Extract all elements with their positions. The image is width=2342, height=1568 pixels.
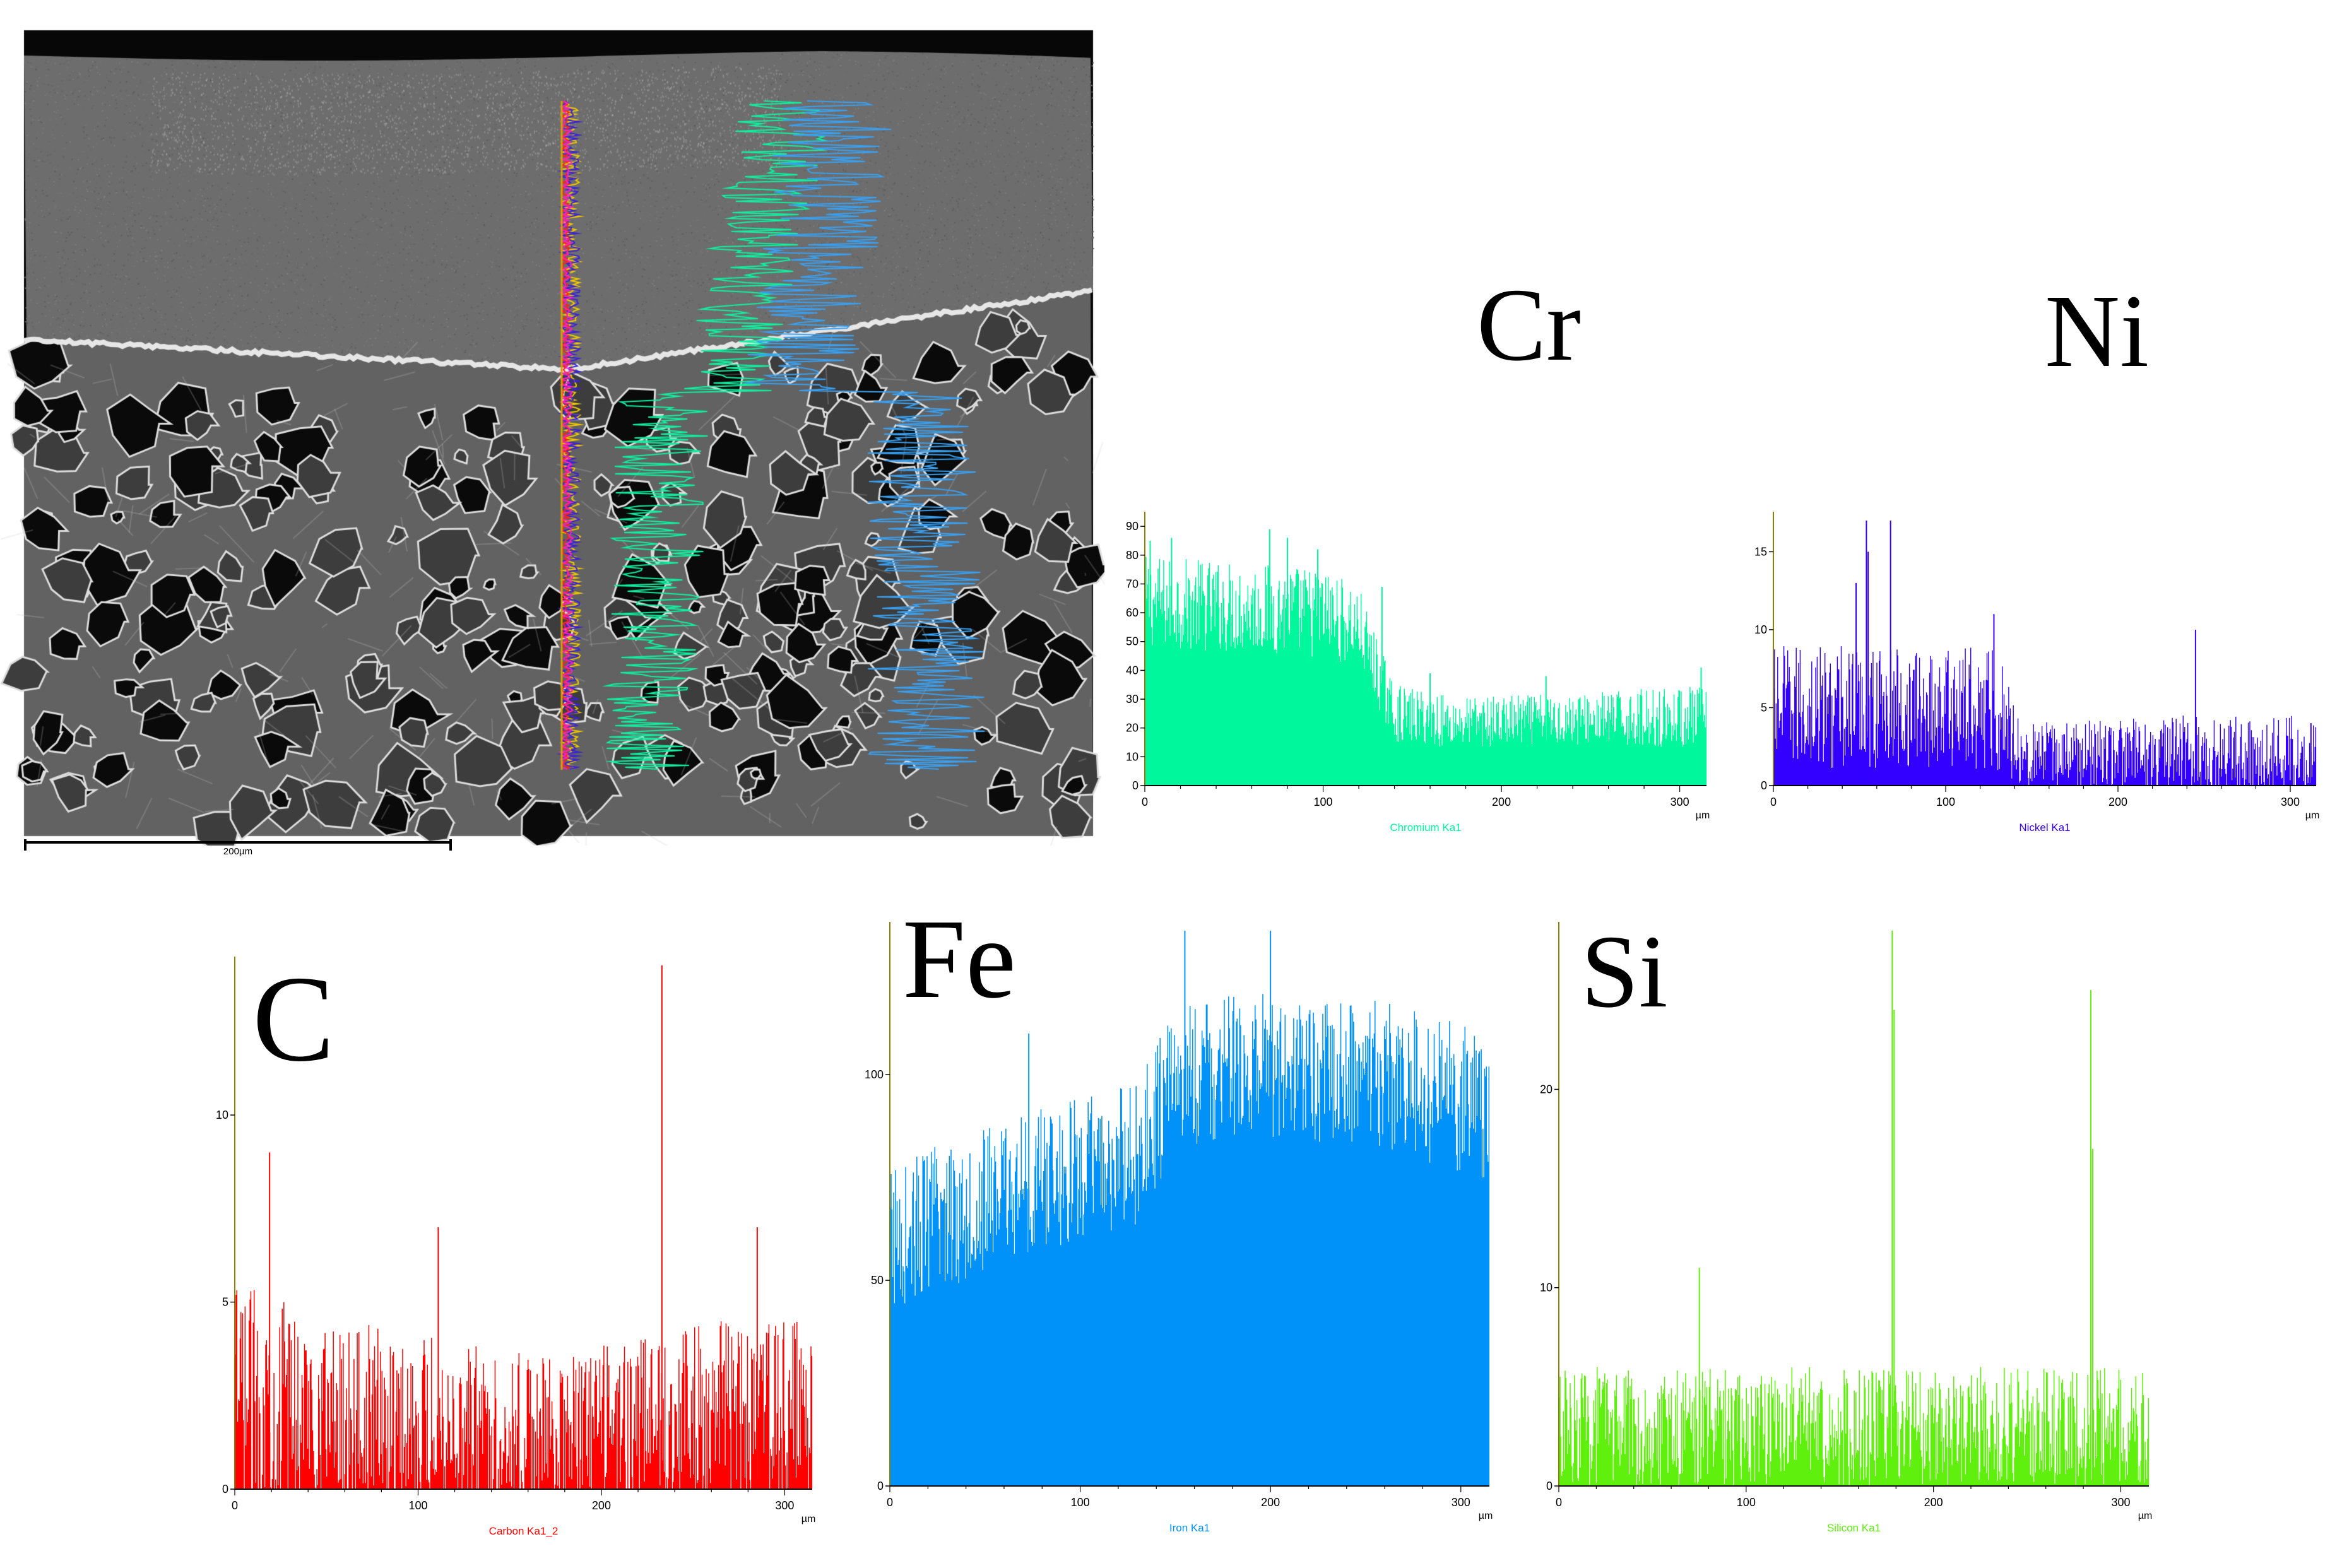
- sem-micrograph: [0, 0, 1104, 846]
- y-tick-label: 15: [1754, 545, 1767, 558]
- element-symbol: C: [252, 951, 334, 1087]
- y-tick-label: 20: [1540, 1083, 1552, 1095]
- chart-bars-ni: [1773, 521, 2317, 786]
- y-tick-label: 70: [1126, 577, 1138, 590]
- y-tick-label: 10: [1126, 750, 1138, 763]
- x-tick-label: 200: [592, 1499, 611, 1512]
- scale-bar-label: 200µm: [223, 846, 252, 857]
- element-symbol: Fe: [902, 902, 1016, 1022]
- x-unit-label: µm: [1479, 1511, 1493, 1521]
- x-tick-label: 100: [408, 1499, 427, 1512]
- y-tick-label: 50: [1126, 635, 1138, 648]
- x-tick-label: 0: [232, 1499, 238, 1512]
- x-tick-label: 100: [1071, 1496, 1090, 1509]
- y-tick-label: 5: [222, 1296, 228, 1309]
- chart-bars-si: [1558, 931, 2150, 1486]
- chart-profile-c: [234, 1290, 813, 1489]
- y-tick-label: 0: [877, 1480, 884, 1492]
- nickel-chart: 0 5 10 15 0 100 200 300 µm Nickel Ka1 Ni: [1754, 273, 2320, 834]
- x-tick-label: 300: [2281, 796, 2300, 808]
- x-tick-label: 0: [1556, 1496, 1562, 1509]
- y-tick-label: 100: [865, 1068, 884, 1081]
- y-tick-label: 0: [1132, 779, 1138, 792]
- element-symbol: Cr: [1477, 267, 1581, 382]
- chart-profile-si: [1558, 1367, 2150, 1486]
- chart-profile-fe: [889, 994, 1490, 1486]
- y-tick-label: 0: [1761, 779, 1767, 792]
- element-symbol: Ni: [2045, 273, 2149, 389]
- x-tick-label: 100: [1314, 796, 1333, 808]
- y-tick-label: 10: [216, 1109, 228, 1121]
- x-unit-label: µm: [2305, 810, 2320, 821]
- y-tick-label: 10: [1754, 623, 1767, 636]
- x-tick-label: 0: [1142, 796, 1148, 808]
- y-tick-label: 10: [1540, 1282, 1552, 1294]
- x-axis-label: Chromium Ka1: [1390, 822, 1461, 834]
- x-tick-label: 0: [1770, 796, 1777, 808]
- x-tick-label: 200: [2108, 796, 2127, 808]
- x-unit-label: µm: [1696, 810, 1710, 821]
- x-tick-label: 200: [1261, 1496, 1280, 1509]
- x-tick-label: 200: [1492, 796, 1511, 808]
- iron-chart: 0 50 100 0 100 200 300 µm Iron Ka1 Fe: [865, 902, 1493, 1534]
- y-tick-label: 60: [1126, 606, 1138, 619]
- x-tick-label: 300: [775, 1499, 794, 1512]
- chromium-chart: 0 10 20 30 40 50 60 70 80 90 0 100 200 300 µm Chromium …: [1126, 267, 1710, 834]
- x-tick-label: 100: [1936, 796, 1955, 808]
- y-tick-label: 40: [1126, 664, 1138, 676]
- y-tick-label: 80: [1126, 549, 1138, 562]
- x-tick-label: 200: [1924, 1496, 1943, 1509]
- x-axis-label: Carbon Ka1_2: [489, 1525, 559, 1537]
- x-tick-label: 300: [2111, 1496, 2130, 1509]
- y-tick-label: 0: [1546, 1480, 1552, 1492]
- x-tick-label: 300: [1452, 1496, 1470, 1509]
- chart-profile-cr: [1144, 557, 1707, 786]
- x-tick-label: 100: [1737, 1496, 1756, 1509]
- x-tick-label: 0: [887, 1496, 893, 1509]
- chart-bars-cr: [1144, 529, 1707, 786]
- x-unit-label: µm: [801, 1514, 816, 1524]
- y-tick-label: 30: [1126, 693, 1138, 705]
- x-tick-label: 300: [1671, 796, 1689, 808]
- y-tick-label: 90: [1126, 520, 1138, 533]
- y-tick-label: 5: [1761, 701, 1767, 714]
- x-unit-label: µm: [2138, 1511, 2153, 1521]
- chart-profile-ni: [1773, 646, 2317, 786]
- y-tick-label: 0: [222, 1483, 228, 1495]
- x-axis-label: Silicon Ka1: [1827, 1522, 1881, 1534]
- x-axis-label: Iron Ka1: [1169, 1522, 1210, 1534]
- element-symbol: Si: [1581, 914, 1668, 1029]
- y-tick-label: 50: [871, 1274, 884, 1287]
- scale-bar: 200µm: [24, 839, 452, 857]
- y-tick-label: 20: [1126, 722, 1138, 734]
- x-axis-label: Nickel Ka1: [2019, 822, 2070, 834]
